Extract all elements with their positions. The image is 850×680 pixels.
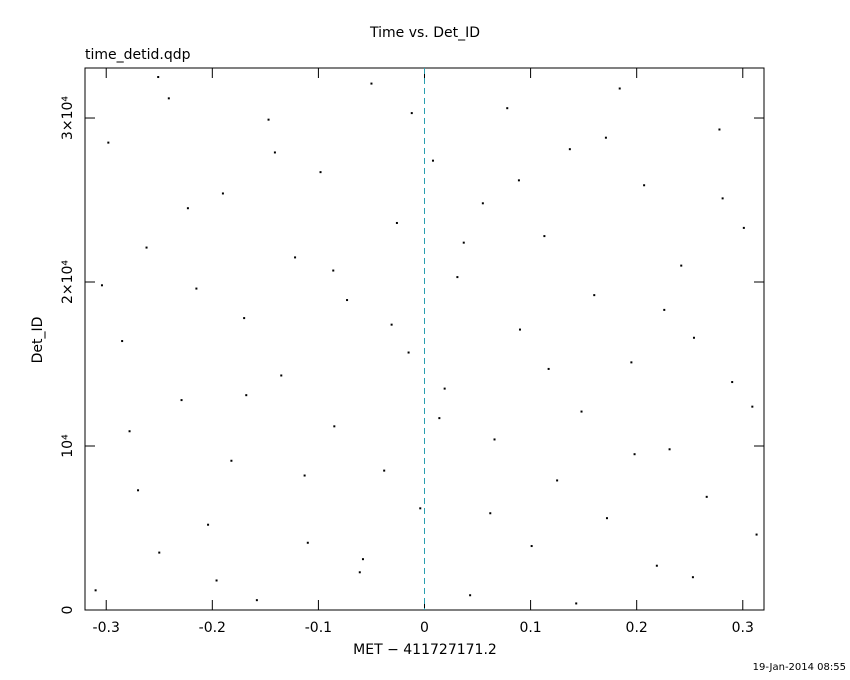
point <box>506 107 509 110</box>
y-tick-label: 10⁴ <box>60 434 76 458</box>
point <box>303 474 306 477</box>
point <box>395 221 398 224</box>
point <box>493 438 496 441</box>
point <box>230 459 233 462</box>
point <box>280 374 283 377</box>
point <box>680 264 683 267</box>
point <box>370 82 373 85</box>
point <box>604 136 607 139</box>
chart-subtitle: time_detid.qdp <box>85 47 191 63</box>
point <box>751 405 754 408</box>
x-tick-label: -0.1 <box>305 620 332 636</box>
x-tick-label: 0.3 <box>732 620 754 636</box>
point <box>267 118 270 121</box>
chart-title: Time vs. Det_ID <box>369 25 480 41</box>
timestamp: 19-Jan-2014 08:55 <box>753 662 846 673</box>
point <box>245 394 248 397</box>
x-tick-label: -0.2 <box>199 620 226 636</box>
point <box>605 517 608 520</box>
point <box>419 507 422 510</box>
point <box>481 202 484 205</box>
point <box>137 489 140 492</box>
point <box>469 594 472 597</box>
point <box>221 192 224 195</box>
point <box>319 171 322 174</box>
x-axis-label: MET − 411727171.2 <box>353 642 497 658</box>
point <box>630 361 633 364</box>
point <box>186 207 189 210</box>
point <box>755 533 758 536</box>
point <box>462 241 465 244</box>
point <box>518 328 521 331</box>
point <box>691 576 694 579</box>
point <box>195 287 198 290</box>
point <box>100 284 103 287</box>
point <box>294 256 297 259</box>
point <box>383 469 386 472</box>
point <box>273 151 276 154</box>
point <box>580 410 583 413</box>
point <box>742 226 745 229</box>
point <box>410 112 413 115</box>
point <box>618 87 621 90</box>
point <box>121 340 124 343</box>
point <box>692 336 695 339</box>
point <box>721 197 724 200</box>
x-tick-label: 0.2 <box>626 620 648 636</box>
point <box>158 551 161 554</box>
point <box>157 76 160 79</box>
point <box>128 430 131 433</box>
point <box>94 589 97 592</box>
point <box>431 159 434 162</box>
y-tick-label: 0 <box>60 606 76 615</box>
point <box>718 128 721 131</box>
y-axis-label: Det_ID <box>30 317 46 364</box>
y-tick-label: 3×10⁴ <box>60 96 76 140</box>
point <box>655 564 658 567</box>
point <box>358 571 361 574</box>
x-tick-label: -0.3 <box>93 620 120 636</box>
point <box>407 351 410 354</box>
point <box>530 545 533 548</box>
point <box>643 184 646 187</box>
point <box>517 179 520 182</box>
x-tick-label: 0 <box>420 620 429 636</box>
point <box>107 141 110 144</box>
point <box>543 235 546 238</box>
point <box>215 579 218 582</box>
point <box>145 246 148 249</box>
point <box>346 299 349 302</box>
point <box>556 479 559 482</box>
point <box>180 399 183 402</box>
point <box>663 308 666 311</box>
point <box>705 495 708 498</box>
point <box>633 453 636 456</box>
point <box>547 367 550 370</box>
y-tick-label: 2×10⁴ <box>60 260 76 304</box>
point <box>568 148 571 151</box>
point <box>361 558 364 561</box>
point <box>332 269 335 272</box>
point <box>390 323 393 326</box>
point <box>438 417 441 420</box>
point <box>167 97 170 100</box>
point <box>489 512 492 515</box>
point <box>456 276 459 279</box>
x-tick-label: 0.1 <box>519 620 541 636</box>
point <box>575 602 578 605</box>
point <box>207 523 210 526</box>
point <box>333 425 336 428</box>
point <box>255 599 258 602</box>
point <box>306 541 309 544</box>
point <box>593 294 596 297</box>
point <box>243 317 246 320</box>
point <box>668 448 671 451</box>
point <box>443 387 446 390</box>
point <box>731 381 734 384</box>
